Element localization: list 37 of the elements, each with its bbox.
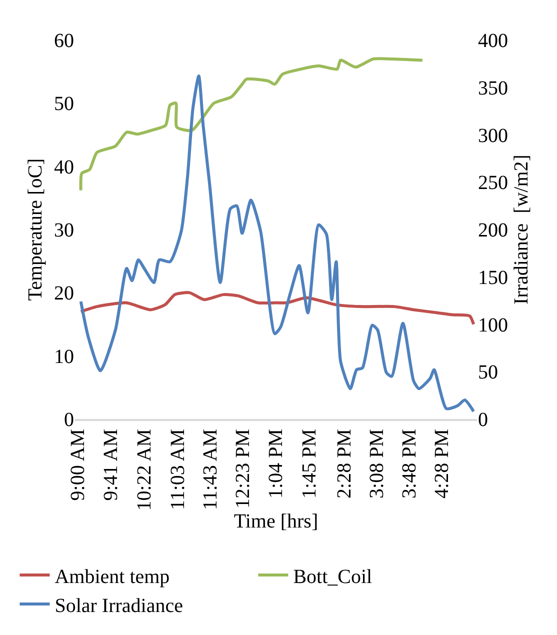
- x-tick-label: 4:28 PM: [430, 428, 453, 498]
- x-tick-label: 9:00 AM: [66, 428, 89, 501]
- x-tick-label: 1:45 PM: [298, 428, 320, 498]
- y2-tick-label: 200: [478, 220, 508, 242]
- y-axis-title: Temperature [oC]: [24, 158, 46, 301]
- x-tick-label: 1:04 PM: [265, 428, 288, 498]
- y2-tick-label: 250: [478, 172, 508, 194]
- x-tick-label: 12:23 PM: [232, 428, 254, 508]
- y2-tick-label: 150: [478, 266, 508, 289]
- legend-label: Ambient temp: [54, 566, 170, 588]
- y2-tick-label: 400: [478, 30, 508, 52]
- y2-tick-label: 350: [478, 77, 508, 100]
- x-tick-label: 9:41 AM: [100, 428, 122, 501]
- y-tick-label: 0: [64, 409, 74, 431]
- line-series: [79, 291, 476, 326]
- line-series: [79, 57, 424, 192]
- x-tick-label: 10:22 AM: [134, 428, 156, 511]
- y2-axis-title: Irradiance [w/m2]: [510, 154, 532, 304]
- y-tick-label: 10: [54, 346, 74, 368]
- x-tick-label: 3:08 PM: [366, 428, 388, 498]
- y2-tick-label: 300: [478, 124, 508, 147]
- y-tick-label: 50: [54, 93, 74, 116]
- legend-label: Solar Irradiance: [54, 594, 184, 617]
- legend-label: Bott_Coil: [293, 566, 373, 588]
- x-axis-title: Time [hrs]: [234, 510, 318, 533]
- y2-tick-label: 0: [478, 409, 488, 431]
- line-series: [79, 74, 476, 413]
- y2-tick-label: 100: [478, 314, 508, 336]
- y-tick-label: 40: [54, 156, 74, 178]
- y-tick-label: 60: [54, 30, 74, 52]
- x-tick-label: 3:48 PM: [398, 428, 420, 498]
- y-tick-label: 20: [54, 282, 74, 305]
- x-tick-label: 2:28 PM: [333, 428, 356, 498]
- x-tick-label: 11:03 AM: [166, 428, 189, 510]
- y-tick-label: 30: [54, 220, 74, 242]
- y2-tick-label: 50: [478, 362, 498, 384]
- x-tick-label: 11:43 AM: [199, 428, 222, 510]
